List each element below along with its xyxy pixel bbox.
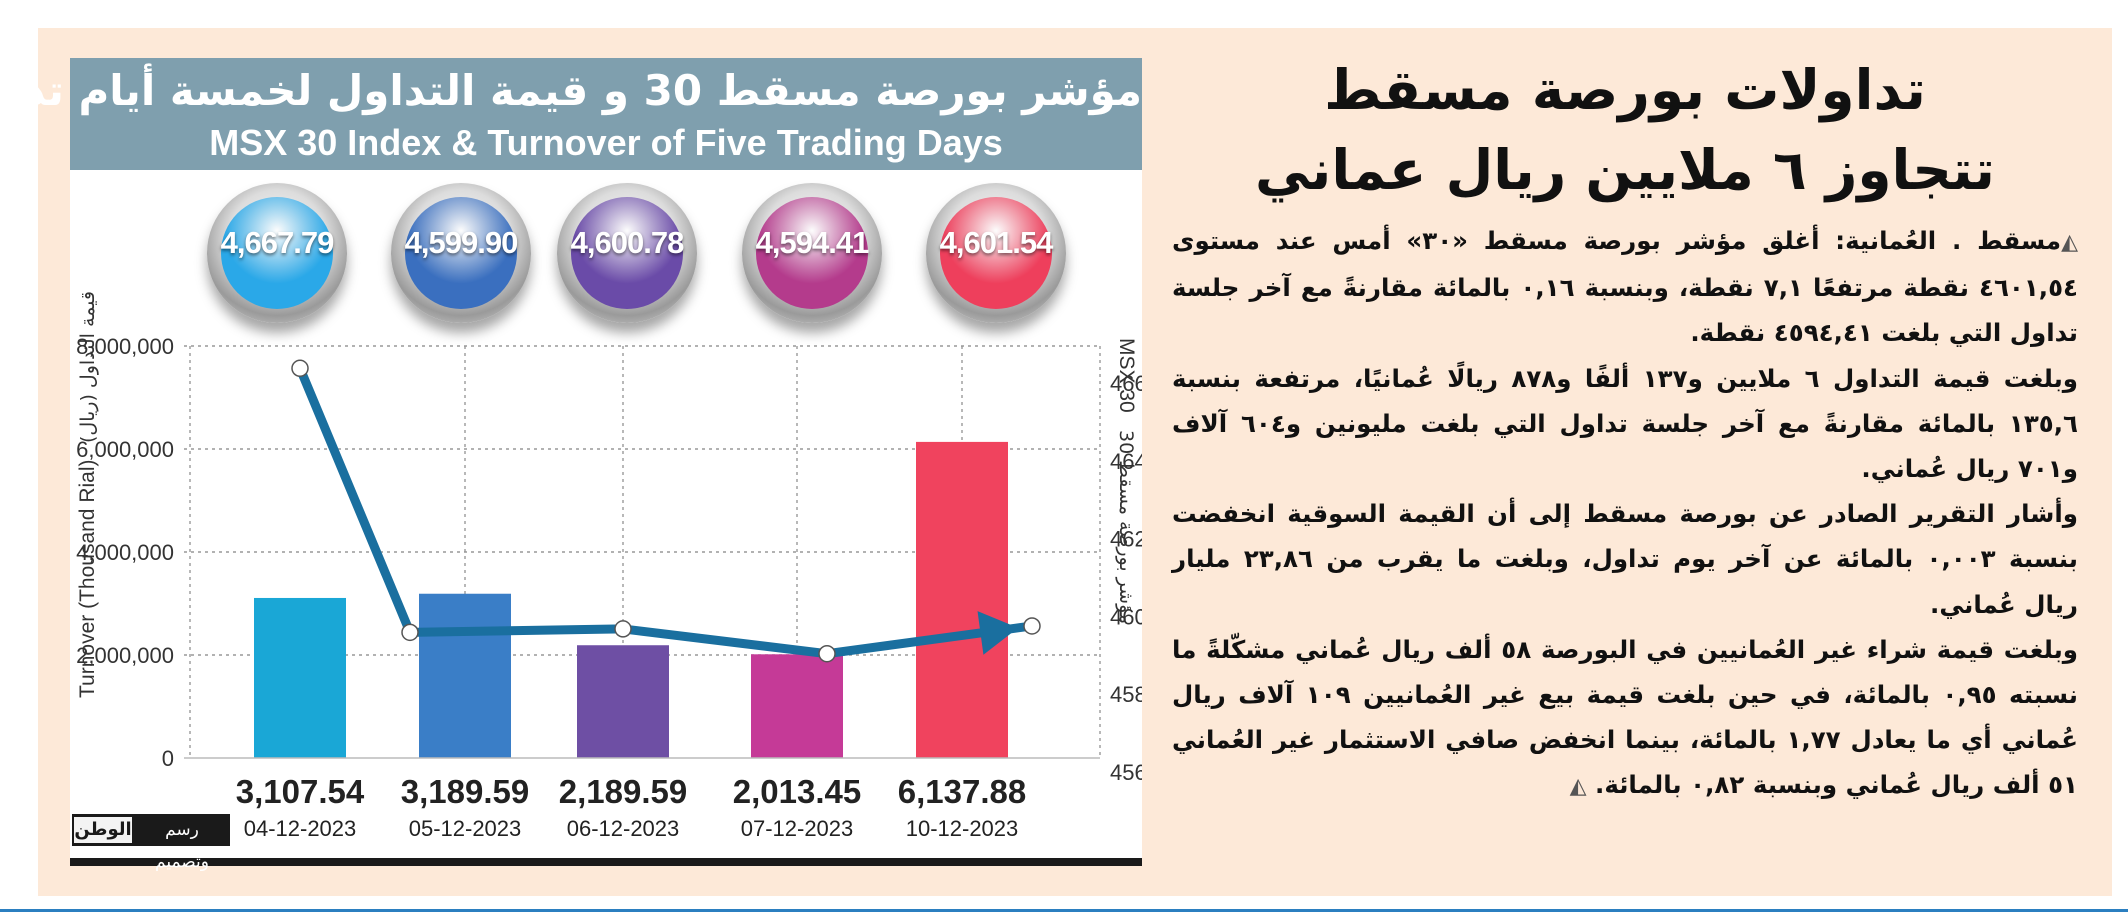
date-tick-label: 07-12-2023 [741, 816, 854, 841]
article-paragraph-3: وأشار التقرير الصادر عن بورصة مسقط إلى أ… [1172, 499, 2078, 619]
index-line-series [291, 359, 1041, 663]
index-arrow-head [977, 611, 1019, 655]
chart-svg: 0 2,000,000 4,000,000 6,000,000 8,000,000 456… [70, 291, 1142, 866]
y-left-tick-label: 0 [162, 746, 174, 771]
bubble-value-label: 4,600.78 [570, 225, 685, 260]
chart-banner: مؤشر بورصة مسقط 30 و قيمة التداول لخمسة … [0, 58, 1142, 170]
article-body: ◭مسقط . العُمانية: أغلق مؤشر بورصة مسقط … [1172, 218, 2078, 810]
chart-axes [70, 757, 1142, 866]
y-left-tick-label: 4,000,000 [76, 540, 174, 565]
y-left-tick-label: 6,000,000 [76, 437, 174, 462]
index-value-bubble: 4,594.41 [742, 183, 882, 323]
end-mark-icon: ◭ [1569, 774, 1587, 800]
bubble-value-label: 4,667.79 [220, 225, 335, 260]
y-left-axis-title: Turnover (Thousand Rial) [76, 460, 99, 699]
lead-mark-icon: ◭ [2061, 230, 2078, 255]
paragraph-4-text: وبلغت قيمة شراء غير العُمانيين في البورص… [1172, 634, 2078, 800]
index-value-bubble: 4,667.79 [207, 183, 347, 323]
chart-labels: 0 2,000,000 4,000,000 6,000,000 8,000,000 456… [76, 291, 1142, 841]
bubble-value-label: 4,594.41 [755, 225, 870, 260]
y-right-axis-title: MSX 30 [1115, 338, 1138, 413]
y-left-axis-title-arabic: قيمة التداول (ريال) [77, 291, 99, 443]
date-tick-label: 05-12-2023 [409, 816, 522, 841]
bar-series [254, 441, 1008, 758]
y-left-tick-label: 2,000,000 [76, 643, 174, 668]
turnover-value-label: 2,013.45 [733, 773, 861, 810]
index-point [401, 623, 419, 642]
date-tick-label: 04-12-2023 [244, 816, 357, 841]
turnover-value-label: 3,107.54 [236, 773, 365, 810]
turnover-value-label: 2,189.59 [559, 773, 687, 810]
index-point [1023, 617, 1041, 635]
chart-title-english: MSX 30 Index & Turnover of Five Trading … [209, 122, 1003, 163]
turnover-bar [751, 654, 843, 758]
index-point [818, 644, 836, 663]
bottom-divider [0, 909, 2128, 912]
y-left-tick-label: 8,000,000 [76, 334, 174, 359]
logo-caption: رسم وتصميم [155, 820, 209, 872]
turnover-bar [419, 593, 511, 758]
bubble-value-label: 4,599.90 [404, 225, 519, 260]
date-tick-label: 10-12-2023 [906, 816, 1019, 841]
article-paragraph-4: وبلغت قيمة شراء غير العُمانيين في البورص… [1172, 627, 2078, 810]
date-tick-label: 06-12-2023 [567, 816, 680, 841]
chart-title-arabic: مؤشر بورصة مسقط 30 و قيمة التداول لخمسة … [0, 66, 1142, 115]
y-right-tick-label: 4664 [1110, 371, 1142, 396]
bubble-fill [221, 197, 333, 309]
article-headline: تداولات بورصة مسقط تتجاوز ٦ ملايين ريال … [1170, 50, 2080, 210]
article-paragraph-1: ◭مسقط . العُمانية: أغلق مؤشر بورصة مسقط … [1172, 218, 2078, 356]
index-point [291, 359, 309, 378]
bubble-fill [405, 197, 517, 309]
paragraph-1-text: مسقط . العُمانية: أغلق مؤشر بورصة مسقط «… [1172, 226, 2079, 348]
headline-line-1: تداولات بورصة مسقط [1324, 58, 1926, 122]
turnover-bar [254, 597, 346, 758]
turnover-bar [916, 441, 1008, 758]
index-value-bubble: 4,599.90 [391, 183, 531, 323]
bubble-value-label: 4,601.54 [939, 225, 1054, 260]
brand-logo: رسم وتصميم الوطن [72, 814, 230, 872]
logo-brand: الوطن [74, 817, 132, 843]
index-value-bubble: 4,601.54 [926, 183, 1066, 323]
turnover-bar [577, 645, 669, 758]
turnover-value-label: 3,189.59 [401, 773, 529, 810]
bubble-fill [571, 197, 683, 309]
index-point [614, 620, 632, 638]
bubble-fill [940, 197, 1052, 309]
article-paragraph-2: وبلغت قيمة التداول ٦ ملايين و١٣٧ ألفًا و… [1172, 363, 2079, 484]
index-value-bubble: 4,600.78 [557, 183, 697, 323]
y-right-axis-title-arabic: مؤشر بورصة مسقط 30 [1115, 430, 1137, 624]
turnover-value-label: 6,137.88 [898, 773, 1026, 810]
bubble-fill [756, 197, 868, 309]
headline-line-2: تتجاوز ٦ ملايين ريال عماني [1255, 138, 1995, 202]
panel-bottom-bar [70, 858, 1142, 866]
infographic-panel: مؤشر بورصة مسقط 30 و قيمة التداول لخمسة … [0, 58, 1142, 872]
